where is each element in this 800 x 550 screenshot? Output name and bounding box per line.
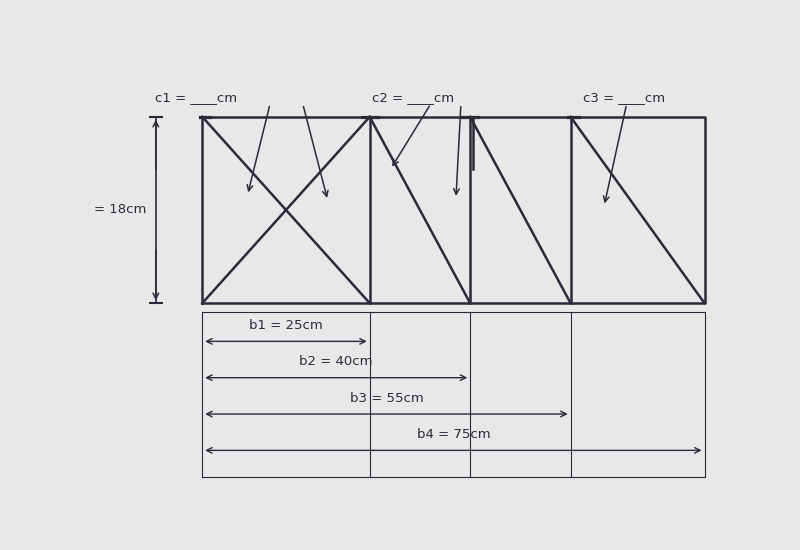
Text: b2 = 40cm: b2 = 40cm — [299, 355, 373, 368]
Text: c2 = ____cm: c2 = ____cm — [372, 91, 454, 104]
Text: b4 = 75cm: b4 = 75cm — [417, 428, 490, 441]
Text: = 18cm: = 18cm — [94, 204, 146, 217]
Text: c1 = ____cm: c1 = ____cm — [155, 91, 237, 104]
Text: b3 = 55cm: b3 = 55cm — [350, 392, 423, 405]
Text: c3 = ____cm: c3 = ____cm — [583, 91, 665, 104]
Text: b1 = 25cm: b1 = 25cm — [249, 319, 323, 332]
